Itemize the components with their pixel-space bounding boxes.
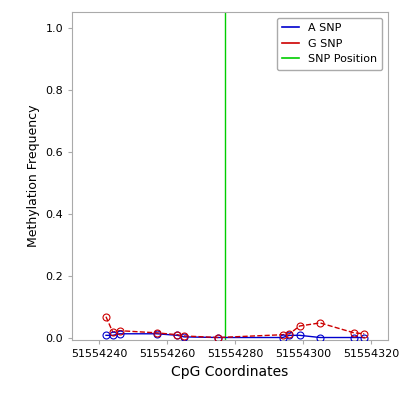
X-axis label: CpG Coordinates: CpG Coordinates (171, 364, 289, 378)
Legend: A SNP, G SNP, SNP Position: A SNP, G SNP, SNP Position (277, 18, 382, 70)
Y-axis label: Methylation Frequency: Methylation Frequency (27, 105, 40, 247)
